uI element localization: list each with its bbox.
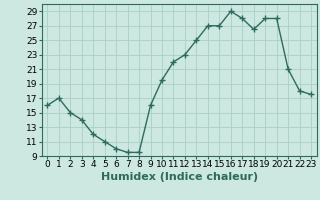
X-axis label: Humidex (Indice chaleur): Humidex (Indice chaleur) <box>100 172 258 182</box>
